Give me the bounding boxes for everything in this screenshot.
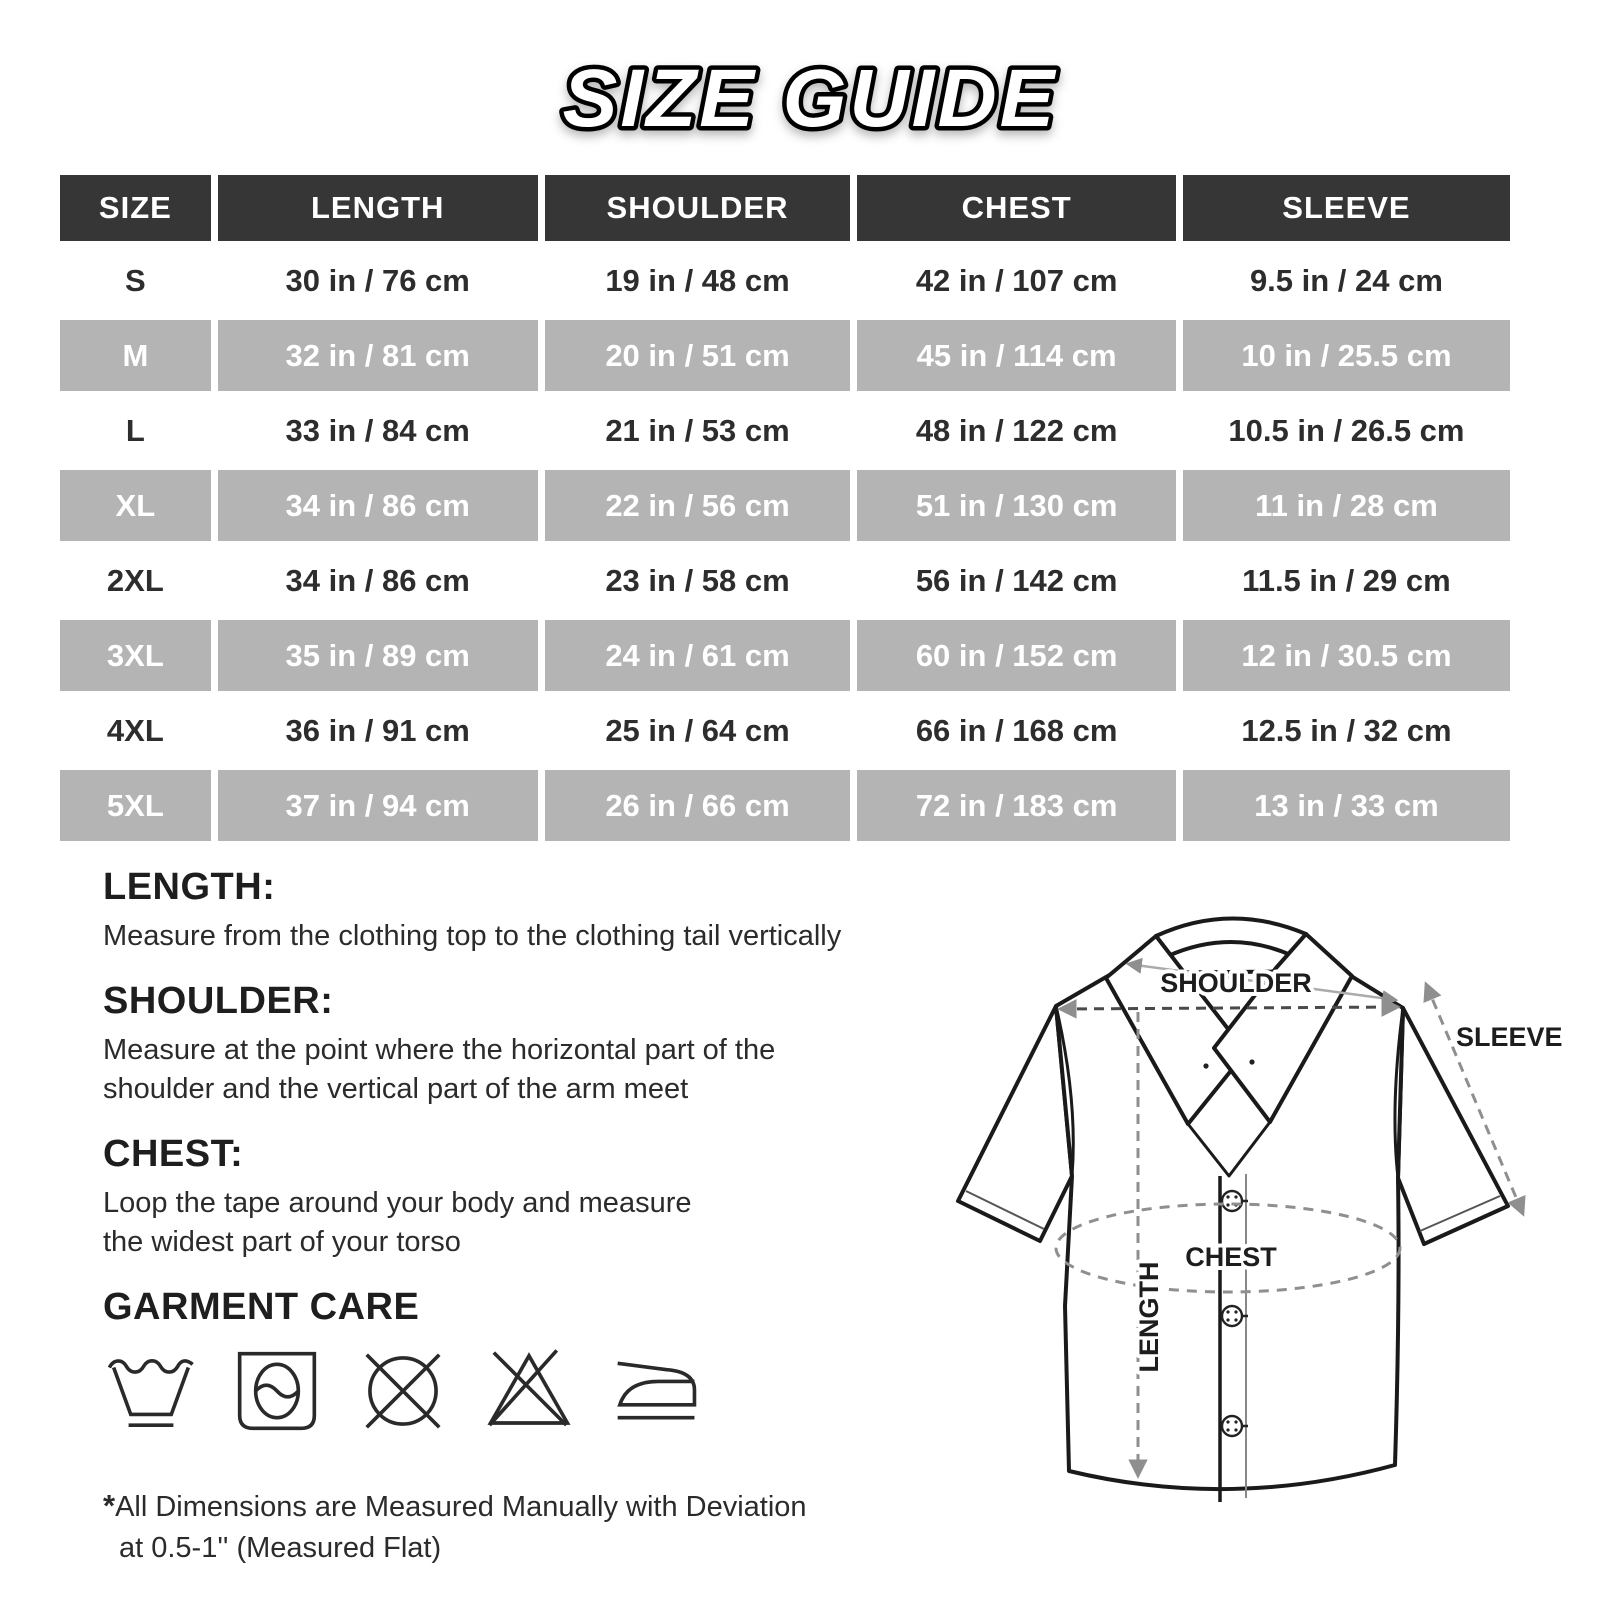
table-row: 5XL 37 in / 94 cm 26 in / 66 cm 72 in / … — [60, 770, 1510, 841]
do-not-bleach-icon — [481, 1343, 577, 1439]
definition-chest: CHEST: Loop the tape around your body an… — [103, 1133, 993, 1262]
definition-term: CHEST: — [103, 1133, 244, 1175]
do-not-dry-clean-icon — [355, 1343, 451, 1439]
cell-sleeve: 10.5 in / 26.5 cm — [1182, 395, 1510, 466]
cell-size: 2XL — [60, 545, 211, 616]
column-header-size: SIZE — [60, 175, 211, 241]
cell-shoulder: 26 in / 66 cm — [544, 770, 851, 841]
cell-length: 36 in / 91 cm — [217, 695, 538, 766]
cell-shoulder: 22 in / 56 cm — [544, 470, 851, 541]
cell-chest: 42 in / 107 cm — [857, 245, 1176, 316]
chest-label: CHEST — [1185, 1242, 1277, 1272]
cell-length: 37 in / 94 cm — [217, 770, 538, 841]
cell-shoulder: 24 in / 61 cm — [544, 620, 851, 691]
cell-chest: 56 in / 142 cm — [857, 545, 1176, 616]
cell-size: 5XL — [60, 770, 211, 841]
garment-care-section: GARMENT CARE — [103, 1286, 993, 1439]
cell-chest: 66 in / 168 cm — [857, 695, 1176, 766]
cell-sleeve: 11.5 in / 29 cm — [1182, 545, 1510, 616]
cell-size: M — [60, 320, 211, 391]
definition-shoulder: SHOULDER: Measure at the point where the… — [103, 980, 993, 1109]
garment-care-heading: GARMENT CARE — [103, 1286, 420, 1328]
column-header-length: LENGTH — [217, 175, 538, 241]
cell-shoulder: 23 in / 58 cm — [544, 545, 851, 616]
cell-sleeve: 11 in / 28 cm — [1182, 470, 1510, 541]
table-row: 3XL 35 in / 89 cm 24 in / 61 cm 60 in / … — [60, 620, 1510, 691]
cell-sleeve: 9.5 in / 24 cm — [1182, 245, 1510, 316]
cell-length: 30 in / 76 cm — [217, 245, 538, 316]
cell-sleeve: 12 in / 30.5 cm — [1182, 620, 1510, 691]
sleeve-label: SLEEVE — [1456, 1022, 1563, 1052]
cell-chest: 72 in / 183 cm — [857, 770, 1176, 841]
chest-measure-ellipse — [1054, 1202, 1402, 1294]
table-row: 4XL 36 in / 91 cm 25 in / 64 cm 66 in / … — [60, 695, 1510, 766]
cell-chest: 60 in / 152 cm — [857, 620, 1176, 691]
cell-length: 33 in / 84 cm — [217, 395, 538, 466]
cell-sleeve: 10 in / 25.5 cm — [1182, 320, 1510, 391]
sleeve-measure-line — [1423, 981, 1526, 1217]
shoulder-measure-line — [1057, 997, 1401, 1019]
definition-term: LENGTH: — [103, 866, 276, 908]
definition-text: Measure at the point where the horizonta… — [103, 1034, 776, 1105]
size-chart-table: SIZE LENGTH SHOULDER CHEST SLEEVE S 30 i… — [53, 171, 1517, 845]
wash-icon — [103, 1343, 199, 1439]
cell-shoulder: 21 in / 53 cm — [544, 395, 851, 466]
cell-length: 34 in / 86 cm — [217, 470, 538, 541]
cell-sleeve: 12.5 in / 32 cm — [1182, 695, 1510, 766]
cell-size: L — [60, 395, 211, 466]
header-row: SIZE LENGTH SHOULDER CHEST SLEEVE — [60, 175, 1510, 241]
column-header-shoulder: SHOULDER — [544, 175, 851, 241]
table-row: 2XL 34 in / 86 cm 23 in / 58 cm 56 in / … — [60, 545, 1510, 616]
cell-shoulder: 20 in / 51 cm — [544, 320, 851, 391]
cell-chest: 45 in / 114 cm — [857, 320, 1176, 391]
size-guide-title-art: SIZE GUIDE — [558, 49, 1059, 149]
cell-size: XL — [60, 470, 211, 541]
definition-text: Measure from the clothing top to the clo… — [103, 920, 842, 952]
definition-length: LENGTH: Measure from the clothing top to… — [103, 866, 993, 956]
cell-chest: 48 in / 122 cm — [857, 395, 1176, 466]
cell-length: 34 in / 86 cm — [217, 545, 538, 616]
table-row: XL 34 in / 86 cm 22 in / 56 cm 51 in / 1… — [60, 470, 1510, 541]
cell-length: 32 in / 81 cm — [217, 320, 538, 391]
definition-term: SHOULDER: — [103, 980, 334, 1022]
page-title-text: SIZE GUIDE — [563, 53, 1058, 144]
measurement-note: *All Dimensions are Measured Manually wi… — [103, 1488, 807, 1564]
column-header-sleeve: SLEEVE — [1182, 175, 1510, 241]
cell-shoulder: 19 in / 48 cm — [544, 245, 851, 316]
cell-size: 4XL — [60, 695, 211, 766]
table-row: L 33 in / 84 cm 21 in / 53 cm 48 in / 12… — [60, 395, 1510, 466]
cell-size: 3XL — [60, 620, 211, 691]
definition-text: Loop the tape around your body and measu… — [103, 1187, 692, 1258]
cell-sleeve: 13 in / 33 cm — [1182, 770, 1510, 841]
cell-shoulder: 25 in / 64 cm — [544, 695, 851, 766]
table-row: M 32 in / 81 cm 20 in / 51 cm 45 in / 11… — [60, 320, 1510, 391]
tumble-dry-icon — [229, 1343, 325, 1439]
shirt-diagram: SHOULDER SLEEVE CHEST LENGTH — [948, 876, 1573, 1531]
column-header-chest: CHEST — [857, 175, 1176, 241]
cell-length: 35 in / 89 cm — [217, 620, 538, 691]
garment-care-icons — [103, 1343, 993, 1439]
length-label: LENGTH — [1134, 1262, 1164, 1373]
cell-chest: 51 in / 130 cm — [857, 470, 1176, 541]
measurement-info-column: LENGTH: Measure from the clothing top to… — [103, 866, 993, 1569]
table-row: S 30 in / 76 cm 19 in / 48 cm 42 in / 10… — [60, 245, 1510, 316]
iron-icon — [607, 1343, 703, 1439]
cell-size: S — [60, 245, 211, 316]
shoulder-seam-measure-line — [1125, 957, 1399, 1007]
page-title: SIZE GUIDE — [0, 42, 1620, 159]
shoulder-label: SHOULDER — [1160, 968, 1312, 998]
